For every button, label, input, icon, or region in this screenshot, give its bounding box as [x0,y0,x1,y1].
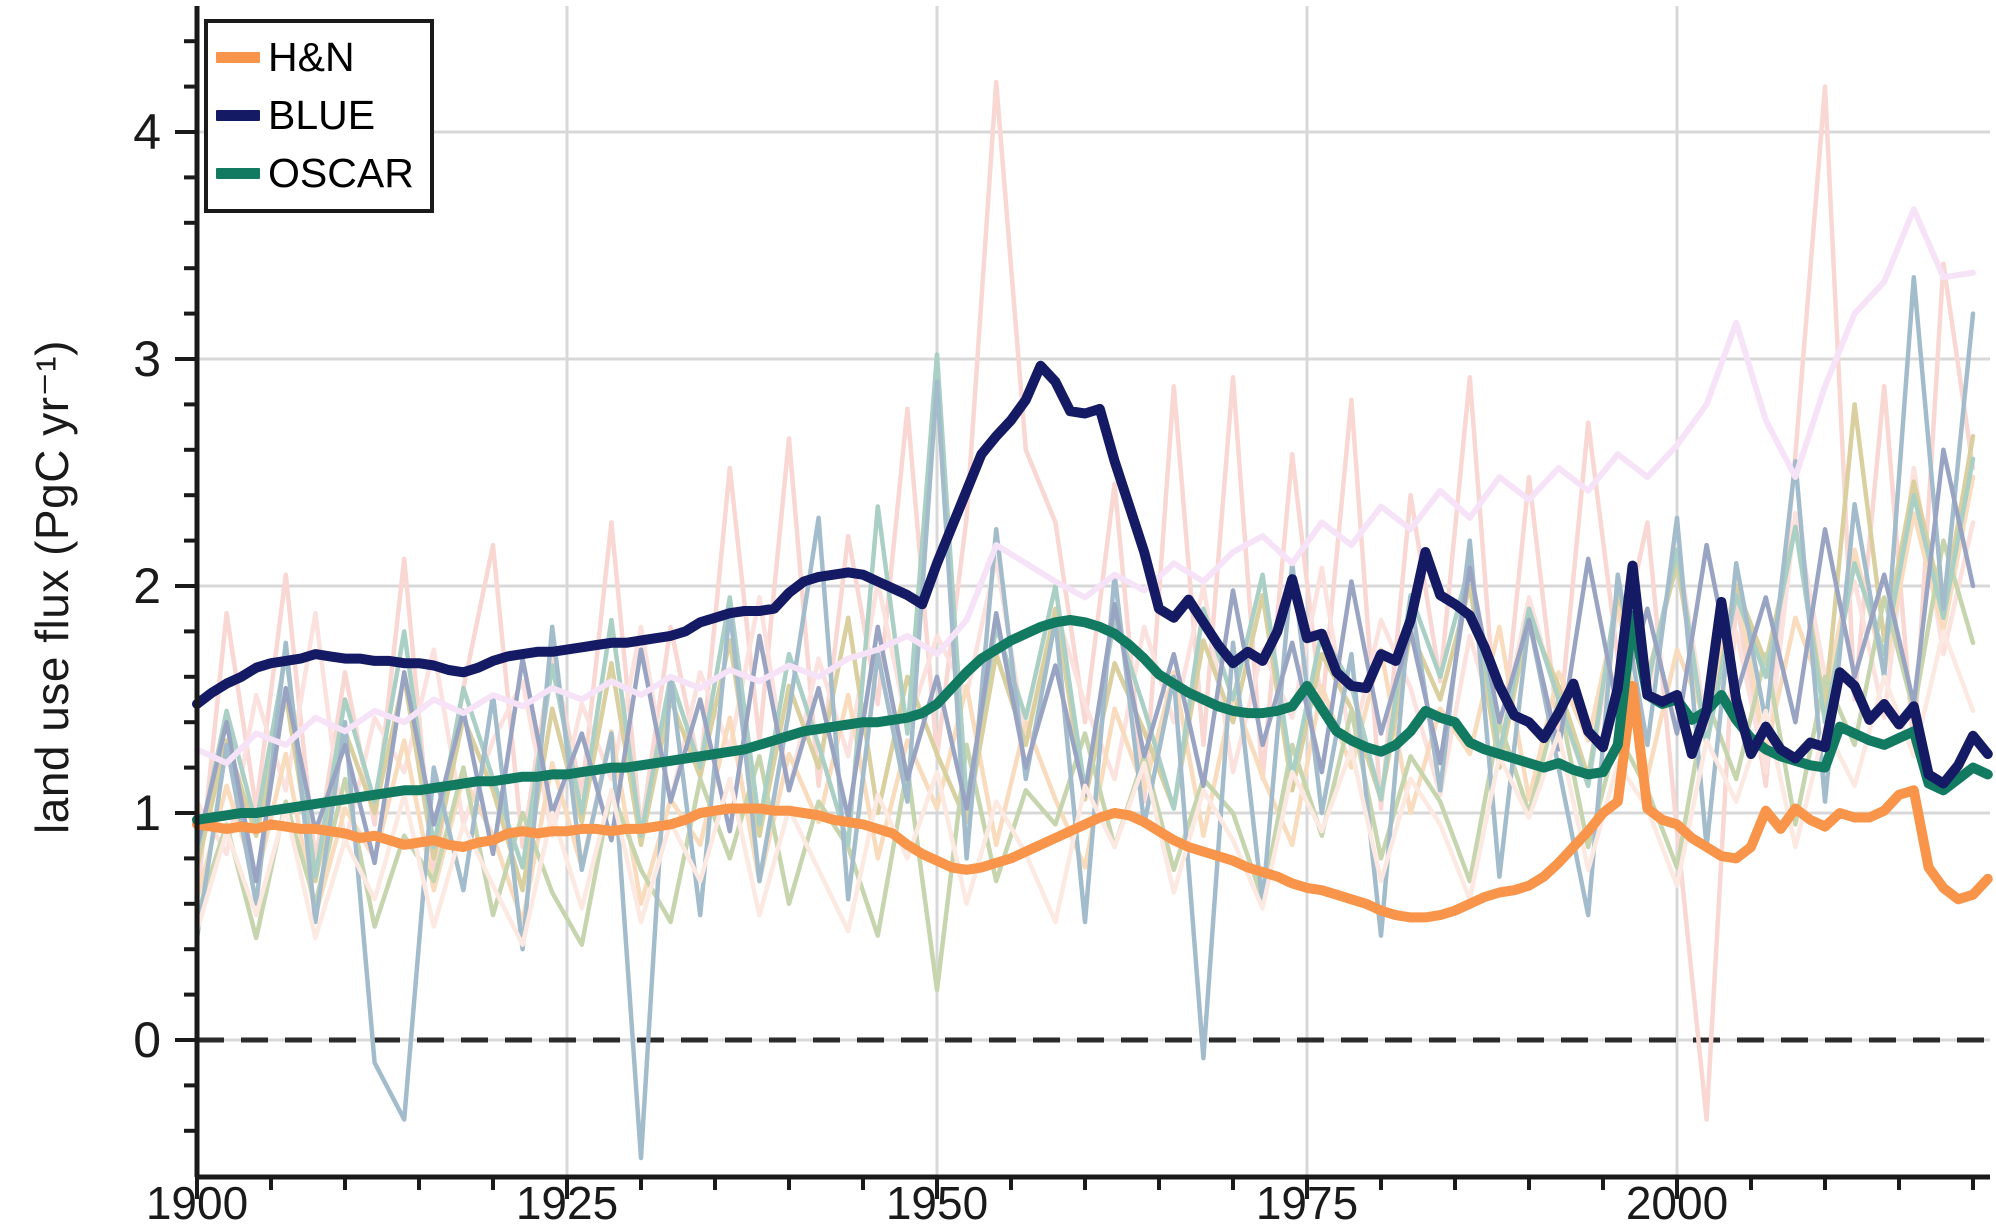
y-tick-label: 1 [133,785,161,841]
axis-tick-labels: 1900 1925 1950 1975 2000 0 1 2 3 4 [133,104,1728,1227]
ensemble-model-pink-soft [194,465,1976,857]
legend-swatch-hn [216,51,260,63]
legend-label-hn: H&N [268,33,355,80]
legend: H&N BLUE OSCAR [204,19,434,213]
legend-label-blue: BLUE [268,91,376,138]
legend-item-oscar: OSCAR [216,147,414,199]
main-series-lines [192,360,1993,923]
series-hn [192,680,1993,923]
legend-swatch-oscar [216,167,260,179]
series-oscar [192,610,1993,825]
ensemble-model-sage [194,538,1976,993]
y-axis-title: land use flux (PgC yr⁻¹) [26,340,78,834]
ensemble-model-lavender [194,206,1976,767]
y-tick-label: 3 [133,331,161,387]
x-tick-label: 1900 [146,1177,248,1227]
x-tick-label: 1975 [1256,1177,1358,1227]
legend-label-oscar: OSCAR [268,149,414,196]
ensemble-model-blush [194,629,1976,947]
series-blue [192,360,1993,789]
legend-item-hn: H&N [216,31,414,83]
y-tick-label: 2 [133,558,161,614]
y-tick-label: 0 [133,1012,161,1068]
ensemble-lines [194,79,1976,1161]
y-tick-label: 4 [133,104,161,160]
x-tick-label: 1925 [516,1177,618,1227]
x-tick-label: 1950 [886,1177,988,1227]
legend-swatch-blue [216,109,260,121]
legend-item-blue: BLUE [216,89,414,141]
x-tick-label: 2000 [1626,1177,1728,1227]
axis-ticks [175,39,1975,1199]
ensemble-model-pink-spiky [194,79,1976,1122]
